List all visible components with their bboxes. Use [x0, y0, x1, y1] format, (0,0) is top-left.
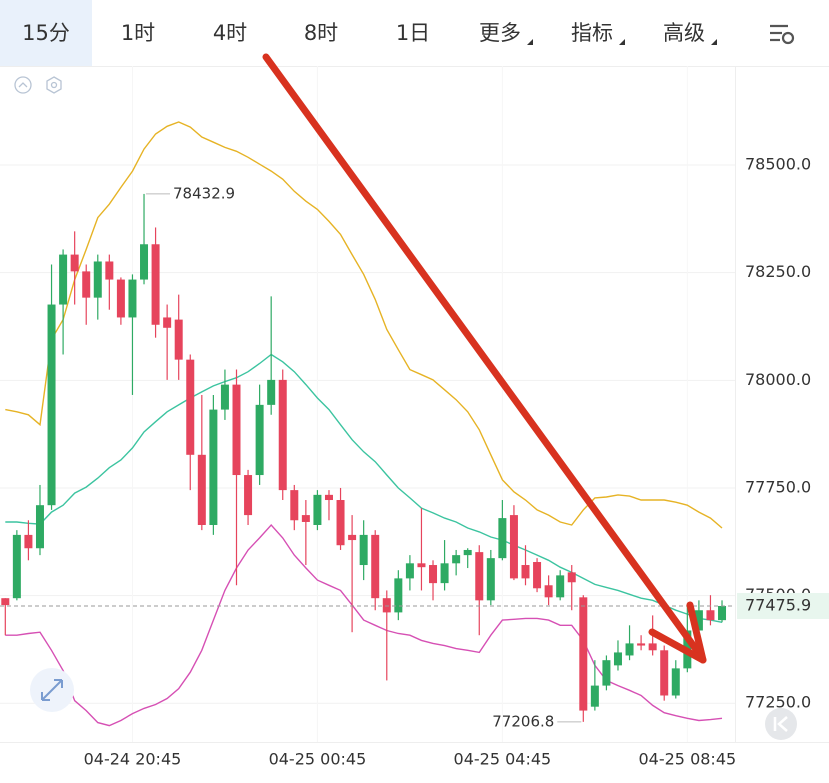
expand-button[interactable] — [30, 668, 74, 712]
candle-body — [590, 685, 599, 707]
candle-body — [47, 304, 56, 506]
candle-body — [567, 572, 576, 583]
candle-body — [602, 660, 611, 686]
candle-body — [336, 500, 345, 546]
candle-body — [186, 359, 195, 455]
reset-button[interactable] — [765, 708, 797, 740]
tab-dropdown-marker — [527, 39, 533, 45]
candle-body — [498, 518, 507, 559]
candle-body — [359, 534, 368, 566]
candle-body — [544, 585, 553, 598]
candle-body — [440, 563, 449, 584]
candle-body — [371, 534, 380, 599]
candle-body — [718, 605, 727, 621]
candle-body — [105, 261, 114, 280]
candle-body — [382, 598, 391, 613]
candle-body — [290, 490, 299, 521]
top-icons — [14, 76, 62, 94]
last-price-label: 77475.9 — [745, 595, 811, 614]
candle-body — [128, 279, 137, 318]
candle-body — [533, 562, 542, 589]
x-tick-label: 04-25 08:45 — [638, 750, 736, 769]
candle-body — [140, 244, 149, 280]
candle-body — [220, 384, 229, 410]
tab-dropdown-marker — [711, 39, 717, 45]
candle-body — [255, 404, 264, 476]
candle-body — [660, 650, 669, 696]
plot: 77250.077500.077750.078000.078250.078500… — [0, 66, 829, 769]
y-tick-label: 78500.0 — [745, 155, 811, 174]
x-tick-label: 04-25 00:45 — [269, 750, 367, 769]
candle-body — [59, 254, 68, 305]
candle-body — [232, 384, 241, 476]
candle-body — [1, 598, 10, 606]
candle-body — [301, 515, 310, 522]
candle-body — [452, 555, 461, 564]
candle-body — [429, 565, 438, 584]
drawn-arrow — [262, 53, 707, 664]
candle-body — [463, 549, 472, 556]
candle-body — [244, 475, 253, 516]
tab[interactable]: 4时 — [213, 21, 247, 45]
candle-body — [163, 317, 172, 328]
last-price-bg — [737, 592, 829, 619]
tab[interactable]: 指标 — [571, 21, 613, 45]
candle-body — [637, 643, 646, 646]
candle-body — [116, 279, 125, 318]
candle-body — [694, 610, 703, 631]
candle-body — [625, 643, 634, 656]
band-line — [5, 121, 723, 529]
tab[interactable]: 15分 — [22, 21, 70, 45]
candle-body — [278, 379, 287, 491]
candle-body — [475, 552, 484, 601]
tab[interactable]: 8时 — [304, 21, 338, 45]
candle-body — [394, 578, 403, 613]
candle-body — [348, 534, 357, 541]
x-tick-label: 04-25 04:45 — [454, 750, 552, 769]
candle-body — [151, 244, 160, 325]
candle-body — [209, 409, 218, 525]
y-tick-label: 77250.0 — [745, 693, 811, 712]
y-tick-label: 78250.0 — [745, 262, 811, 281]
candle-body — [648, 643, 657, 651]
y-tick-label: 77750.0 — [745, 477, 811, 496]
candle-body — [24, 534, 33, 549]
candle-body — [70, 254, 79, 272]
band-line — [5, 353, 723, 623]
x-tick-label: 04-24 20:45 — [84, 750, 182, 769]
candle-body — [267, 379, 276, 405]
tab-dropdown-marker — [619, 39, 625, 45]
candle-body — [671, 668, 680, 696]
candle-body — [313, 494, 322, 525]
settings-icon[interactable] — [770, 24, 795, 45]
candle-body — [417, 563, 426, 568]
tab[interactable]: 1日 — [396, 21, 430, 45]
candle-body — [174, 319, 183, 360]
tab-bar: 15分 1时 4时 8时 1日 更多 指标 高级 — [0, 0, 829, 67]
tab[interactable]: 更多 — [479, 21, 521, 45]
candle-body — [706, 610, 715, 621]
tab-selected-bg — [0, 0, 92, 66]
candle-body — [82, 271, 91, 298]
candle-body — [93, 261, 102, 298]
high-label: 78432.9 — [173, 184, 235, 202]
candle-body — [579, 597, 588, 711]
candle-body — [613, 652, 622, 666]
low-label: 77206.8 — [492, 712, 554, 730]
candle-body — [405, 563, 414, 579]
tab[interactable]: 1时 — [121, 21, 155, 45]
candle-body — [324, 494, 333, 501]
candle-body — [197, 454, 206, 525]
candle-body — [35, 505, 44, 549]
candle-body — [12, 534, 21, 599]
candle-body — [486, 558, 495, 601]
tab[interactable]: 高级 — [663, 21, 705, 45]
candle-body — [556, 575, 565, 598]
candle-body — [521, 565, 530, 579]
y-tick-label: 78000.0 — [745, 370, 811, 389]
candle-body — [509, 515, 518, 579]
